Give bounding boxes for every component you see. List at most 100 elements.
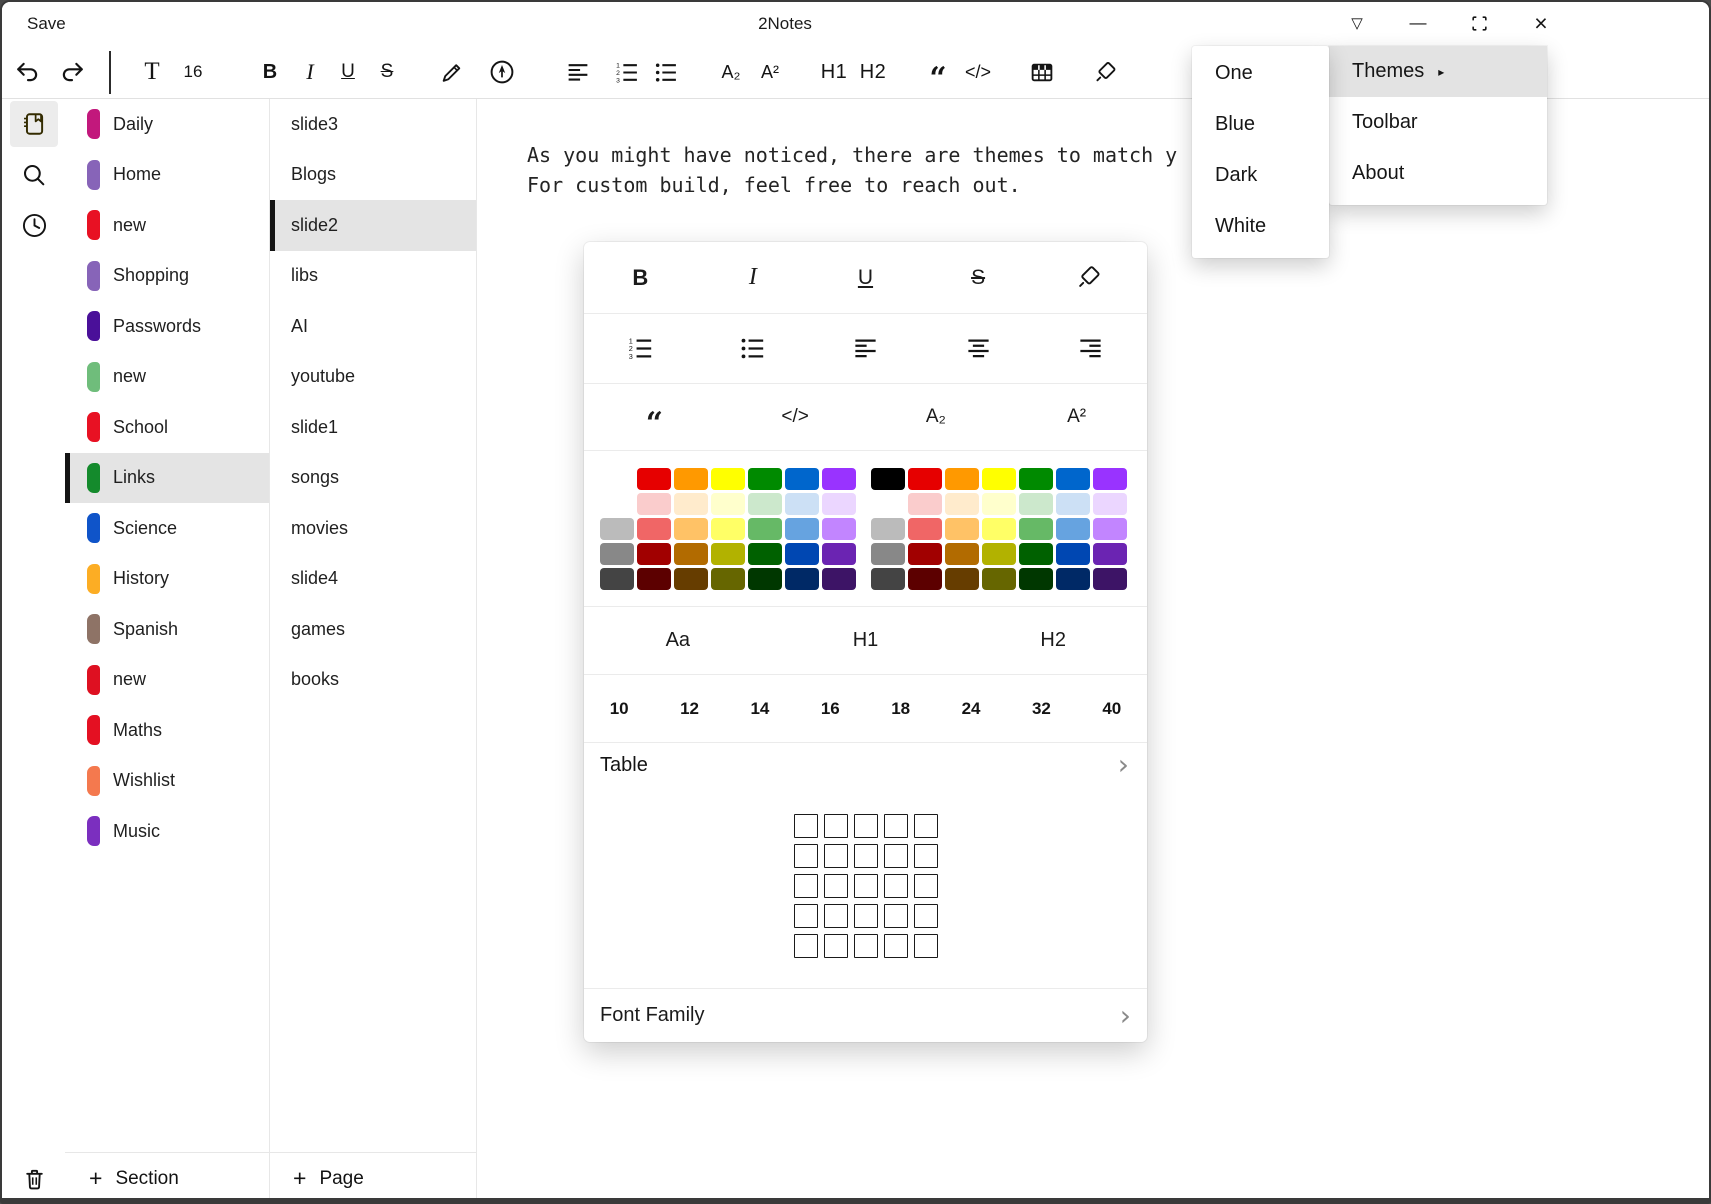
- sidebar-section-links[interactable]: Links: [65, 452, 269, 503]
- color-swatch[interactable]: [600, 567, 634, 590]
- color-swatch[interactable]: [1056, 542, 1090, 565]
- theme-option-blue[interactable]: Blue: [1215, 113, 1256, 135]
- font-size-option-32[interactable]: 32: [1031, 698, 1051, 718]
- color-swatch[interactable]: [674, 467, 708, 490]
- font-size-option-18[interactable]: 18: [891, 698, 911, 718]
- color-swatch[interactable]: [908, 567, 942, 590]
- color-swatch[interactable]: [1056, 492, 1090, 515]
- page-item-games[interactable]: games: [270, 604, 476, 655]
- color-swatch[interactable]: [748, 517, 782, 540]
- italic-button[interactable]: I: [748, 264, 757, 290]
- save-button[interactable]: Save: [27, 14, 66, 33]
- page-item-slide2[interactable]: slide2: [270, 200, 476, 251]
- code-block-button[interactable]: </>: [964, 61, 992, 82]
- page-item-ai[interactable]: AI: [270, 301, 476, 352]
- color-swatch[interactable]: [748, 542, 782, 565]
- sidebar-section-shopping[interactable]: Shopping: [65, 251, 269, 302]
- table-grid-cell[interactable]: [913, 874, 938, 898]
- color-swatch[interactable]: [945, 567, 979, 590]
- draw-tool-button[interactable]: [489, 46, 515, 98]
- color-swatch[interactable]: [822, 567, 856, 590]
- color-swatch[interactable]: [908, 517, 942, 540]
- font-size-option-14[interactable]: 14: [750, 698, 770, 718]
- color-swatch[interactable]: [637, 467, 671, 490]
- page-item-slide4[interactable]: slide4: [270, 554, 476, 605]
- sidebar-section-new[interactable]: new: [65, 200, 269, 251]
- add-page-button[interactable]: + Page: [293, 1167, 364, 1190]
- color-swatch[interactable]: [785, 492, 819, 515]
- sidebar-section-science[interactable]: Science: [65, 503, 269, 554]
- font-size-option-40[interactable]: 40: [1102, 698, 1122, 718]
- minimize-button[interactable]: —: [1401, 7, 1435, 39]
- bold-button[interactable]: B: [262, 60, 278, 83]
- page-item-blogs[interactable]: Blogs: [270, 150, 476, 201]
- font-size-value[interactable]: 16: [183, 62, 203, 81]
- trash-button[interactable]: [10, 1156, 58, 1198]
- color-swatch[interactable]: [871, 467, 905, 490]
- page-item-movies[interactable]: movies: [270, 503, 476, 554]
- color-swatch[interactable]: [822, 517, 856, 540]
- color-swatch[interactable]: [822, 467, 856, 490]
- blockquote-button[interactable]: “: [584, 384, 725, 450]
- superscript-button[interactable]: A²: [761, 61, 779, 82]
- color-swatch[interactable]: [711, 492, 745, 515]
- color-swatch[interactable]: [748, 567, 782, 590]
- page-item-slide1[interactable]: slide1: [270, 402, 476, 453]
- page-item-youtube[interactable]: youtube: [270, 352, 476, 403]
- color-swatch[interactable]: [1093, 492, 1127, 515]
- color-swatch[interactable]: [982, 492, 1016, 515]
- color-swatch[interactable]: [674, 517, 708, 540]
- table-grid-cell[interactable]: [913, 844, 938, 868]
- table-grid-cell[interactable]: [823, 904, 848, 928]
- color-swatch[interactable]: [1093, 542, 1127, 565]
- table-grid-cell[interactable]: [853, 844, 878, 868]
- blockquote-button[interactable]: “: [929, 46, 946, 98]
- heading1-style-button[interactable]: H1: [852, 629, 879, 651]
- color-swatch[interactable]: [1019, 542, 1053, 565]
- sidebar-section-spanish[interactable]: Spanish: [65, 604, 269, 655]
- color-swatch[interactable]: [600, 517, 634, 540]
- table-grid-cell[interactable]: [823, 844, 848, 868]
- font-size-option-10[interactable]: 10: [609, 698, 629, 718]
- font-size-option-24[interactable]: 24: [961, 698, 981, 718]
- align-button[interactable]: [566, 46, 591, 98]
- body-style-button[interactable]: Aa: [665, 629, 691, 651]
- table-grid-cell[interactable]: [793, 874, 818, 898]
- color-swatch[interactable]: [871, 542, 905, 565]
- theme-option-white[interactable]: White: [1215, 215, 1267, 237]
- color-swatch[interactable]: [711, 467, 745, 490]
- menu-item-themes[interactable]: Themes ▸: [1329, 46, 1547, 97]
- table-grid-cell[interactable]: [793, 814, 818, 838]
- table-grid-cell[interactable]: [853, 904, 878, 928]
- color-swatch[interactable]: [982, 517, 1016, 540]
- sidebar-section-maths[interactable]: Maths: [65, 705, 269, 756]
- italic-button[interactable]: I: [306, 59, 314, 84]
- insert-table-button[interactable]: [1030, 46, 1055, 98]
- sidebar-section-new[interactable]: new: [65, 352, 269, 403]
- sidebar-section-passwords[interactable]: Passwords: [65, 301, 269, 352]
- bullet-list-button[interactable]: [654, 46, 679, 98]
- font-family-row[interactable]: Font Family ›: [584, 989, 1147, 1042]
- color-swatch[interactable]: [637, 542, 671, 565]
- color-swatch[interactable]: [637, 567, 671, 590]
- color-swatch[interactable]: [711, 567, 745, 590]
- font-size-option-16[interactable]: 16: [820, 698, 840, 718]
- color-swatch[interactable]: [785, 567, 819, 590]
- code-block-button[interactable]: </>: [781, 406, 809, 427]
- sidebar-section-daily[interactable]: Daily: [65, 99, 269, 150]
- table-grid-cell[interactable]: [793, 844, 818, 868]
- color-swatch[interactable]: [1019, 517, 1053, 540]
- color-swatch[interactable]: [1056, 467, 1090, 490]
- sidebar-section-wishlist[interactable]: Wishlist: [65, 756, 269, 807]
- color-swatch[interactable]: [674, 567, 708, 590]
- heading2-button[interactable]: H2: [859, 60, 887, 83]
- text-tool-button[interactable]: T: [144, 58, 160, 85]
- color-swatch[interactable]: [945, 492, 979, 515]
- align-right-button[interactable]: [1034, 314, 1147, 383]
- color-swatch[interactable]: [822, 492, 856, 515]
- undo-button[interactable]: [15, 46, 41, 98]
- color-swatch[interactable]: [1019, 567, 1053, 590]
- table-grid-cell[interactable]: [883, 814, 908, 838]
